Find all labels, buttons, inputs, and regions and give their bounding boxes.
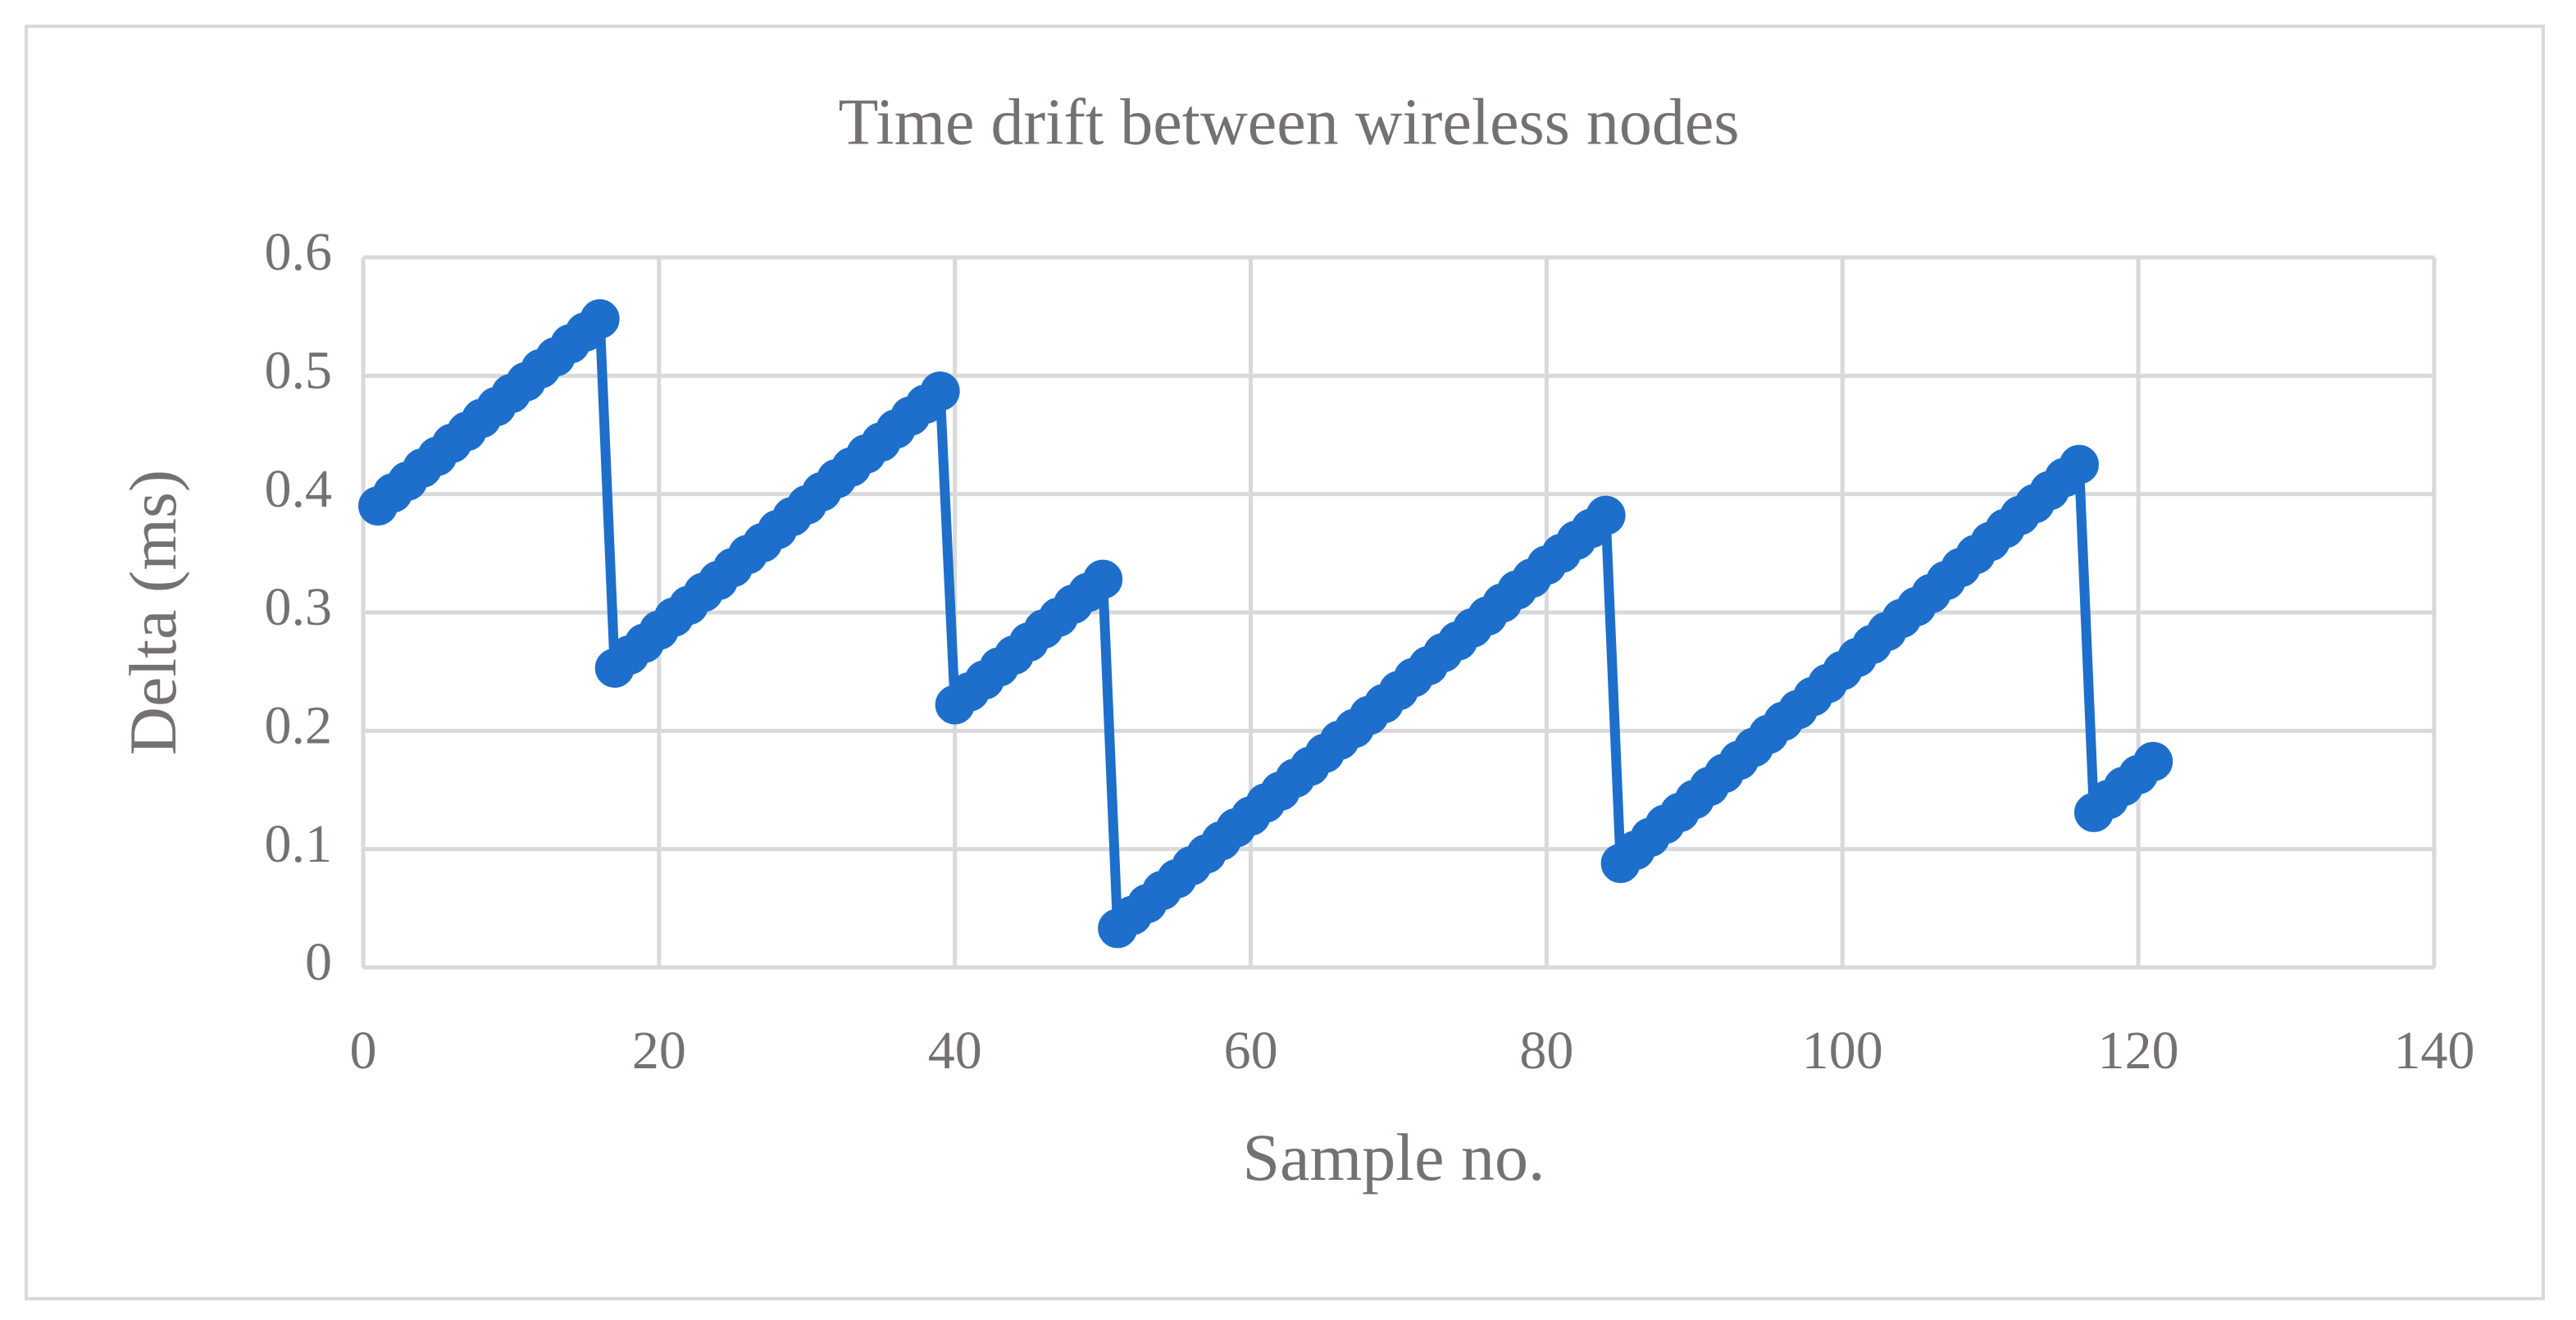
x-axis-label: Sample no. xyxy=(1243,1120,1545,1195)
x-tick-label: 140 xyxy=(2394,1021,2475,1081)
y-tick-label: 0.4 xyxy=(265,459,333,519)
x-tick-label: 40 xyxy=(928,1021,982,1081)
data-point xyxy=(580,299,620,339)
data-point xyxy=(1586,495,1626,535)
x-tick-label: 120 xyxy=(2098,1021,2179,1081)
y-tick-label: 0.2 xyxy=(265,695,333,755)
chart-border xyxy=(25,25,2545,1300)
data-point xyxy=(920,371,960,412)
data-point xyxy=(2133,741,2173,781)
x-tick-label: 0 xyxy=(350,1021,377,1081)
data-point xyxy=(2059,444,2099,485)
y-tick-label: 0.5 xyxy=(265,340,333,400)
x-tick-label: 60 xyxy=(1224,1021,1278,1081)
x-tick-label: 20 xyxy=(632,1021,686,1081)
y-tick-label: 0 xyxy=(305,932,332,992)
y-tick-label: 0.1 xyxy=(265,814,333,874)
data-point xyxy=(1083,559,1123,599)
y-tick-label: 0.3 xyxy=(265,577,333,637)
y-axis-label: Delta (ms) xyxy=(116,470,190,755)
y-tick-label: 0.6 xyxy=(265,222,333,282)
chart-title: Time drift between wireless nodes xyxy=(838,86,1739,158)
x-tick-label: 80 xyxy=(1519,1021,1573,1081)
x-tick-label: 100 xyxy=(1802,1021,1883,1081)
